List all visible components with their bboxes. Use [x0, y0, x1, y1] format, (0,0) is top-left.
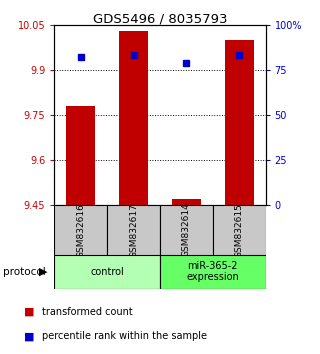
Bar	[160, 205, 213, 255]
Bar	[66, 106, 95, 205]
Text: percentile rank within the sample: percentile rank within the sample	[42, 331, 207, 341]
Text: miR-365-2
expression: miR-365-2 expression	[187, 261, 239, 282]
Bar	[54, 205, 107, 255]
Text: GDS5496 / 8035793: GDS5496 / 8035793	[93, 12, 227, 25]
Text: ▶: ▶	[39, 267, 47, 277]
Text: ■: ■	[24, 307, 34, 316]
Text: protocol: protocol	[3, 267, 46, 277]
Text: control: control	[90, 267, 124, 277]
Text: transformed count: transformed count	[42, 307, 132, 316]
Text: GSM832617: GSM832617	[129, 202, 138, 258]
Bar	[107, 205, 160, 255]
Bar	[172, 199, 201, 205]
Bar	[225, 40, 254, 205]
Bar	[160, 255, 266, 289]
Text: GSM832615: GSM832615	[235, 202, 244, 258]
Bar	[213, 205, 266, 255]
Bar	[54, 255, 160, 289]
Text: GSM832616: GSM832616	[76, 202, 85, 258]
Text: ■: ■	[24, 331, 34, 341]
Text: GSM832614: GSM832614	[182, 203, 191, 257]
Bar	[119, 31, 148, 205]
